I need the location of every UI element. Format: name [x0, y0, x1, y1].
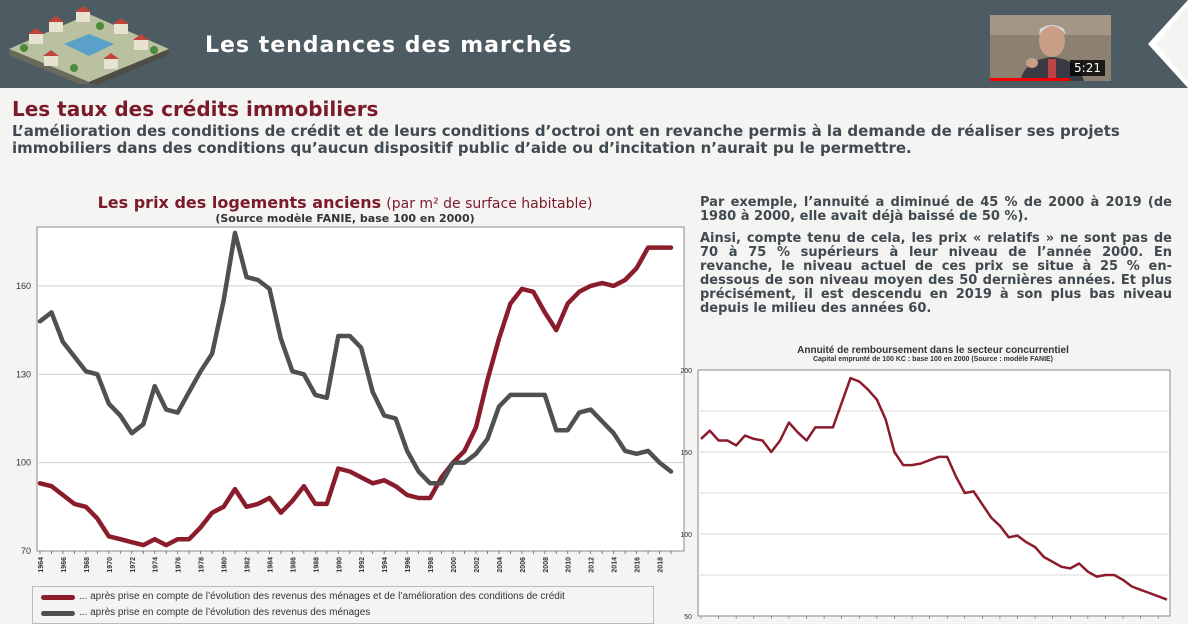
x-tick-label: 2016	[635, 557, 642, 573]
legend-label-red: ... après prise en compte de l’évolution…	[79, 591, 565, 602]
x-tick-label: 1968	[84, 557, 91, 573]
x-tick-label: 1996	[405, 557, 412, 573]
x-tick-label: 1970	[107, 557, 114, 573]
x-tick-label: 1976	[176, 557, 183, 573]
series-grey-line	[37, 230, 674, 486]
x-tick-label: 1966	[61, 557, 68, 573]
main-chart: 70 100 130 160 1964 1966 1968 1970 1972 1974 1976 1…	[16, 226, 685, 573]
y-tick-label: 130	[16, 369, 31, 379]
y-tick-label: 100	[16, 458, 31, 468]
legend-label-grey: ... après prise en compte de l’évolution…	[79, 607, 371, 618]
next-arrow-icon[interactable]	[1148, 0, 1188, 88]
header-title: Les tendances des marchés	[205, 33, 573, 58]
presenter-video-thumbnail[interactable]: 5:21	[990, 15, 1111, 81]
x-tick-label: 1974	[153, 557, 160, 573]
x-tick-label: 2014	[612, 557, 619, 573]
x-tick-label: 2004	[497, 557, 504, 573]
x-tick-label: 1994	[382, 557, 389, 573]
x-tick-label: 2018	[658, 557, 665, 573]
plot-area	[36, 226, 685, 552]
y-tick-label: 160	[16, 281, 31, 291]
annuity-y-tick-label: 100	[680, 532, 692, 539]
intro-paragraph: L’amélioration des conditions de crédit …	[12, 122, 1120, 157]
x-tick-label: 1988	[313, 557, 320, 573]
x-tick-label: 1986	[290, 557, 297, 573]
x-tick-label: 2006	[520, 557, 527, 573]
x-tick-label: 2002	[474, 557, 481, 573]
annuity-chart-title: Annuité de remboursement dans le secteur…	[696, 345, 1170, 363]
main-chart-title-text: Les prix des logements anciens	[97, 193, 382, 212]
x-tick-label: 2012	[589, 557, 596, 573]
section-title: Les taux des crédits immobiliers	[12, 97, 379, 121]
main-chart-legend: ... après prise en compte de l’évolution…	[32, 586, 654, 624]
y-tick-label: 70	[21, 546, 31, 556]
right-paragraph-2: Ainsi, compte tenu de cela, les prix « r…	[700, 231, 1172, 316]
x-tick-label: 2010	[566, 557, 573, 573]
main-chart-title-note: (par m² de surface habitable)	[386, 196, 593, 212]
x-tick-label: 1982	[245, 557, 252, 573]
video-progress-bar	[990, 78, 1070, 81]
x-tick-label: 1998	[428, 557, 435, 573]
presenter-image	[990, 15, 1111, 81]
annuity-y-tick-label: 50	[684, 614, 692, 621]
legend-item-red: ... après prise en compte de l’évolution…	[41, 590, 565, 604]
annuity-chart: 50 100 150 200	[680, 368, 1171, 621]
annuity-series-line	[700, 376, 1168, 601]
x-tick-label: 1964	[38, 557, 45, 573]
x-tick-label: 1972	[130, 557, 137, 573]
annuity-chart-title-text: Annuité de remboursement dans le secteur…	[797, 345, 1069, 356]
main-chart-subtitle: (Source modèle FANIE, base 100 en 2000)	[215, 212, 475, 225]
city-logo-icon	[9, 6, 169, 84]
x-tick-label: 1978	[199, 557, 206, 573]
x-tick-label: 2008	[543, 557, 550, 573]
right-text: Par exemple, l’annuité a diminué de 45 %…	[700, 196, 1172, 324]
x-tick-label: 1990	[336, 557, 343, 573]
legend-swatch-grey	[41, 610, 75, 616]
series-red-line	[37, 245, 674, 548]
x-tick-label: 1980	[222, 557, 229, 573]
x-tick-label: 2000	[451, 557, 458, 573]
right-paragraph-1: Par exemple, l’annuité a diminué de 45 %…	[700, 195, 1172, 224]
annuity-y-tick-label: 150	[680, 450, 692, 457]
annuity-chart-subtitle: Capital emprunté de 100 KC : base 100 en…	[812, 356, 1054, 363]
x-tick-label: 1992	[359, 557, 366, 573]
video-time: 5:21	[1070, 60, 1105, 76]
legend-item-grey: ... après prise en compte de l’évolution…	[41, 606, 370, 620]
annuity-y-tick-label: 200	[680, 368, 692, 375]
legend-swatch-red	[41, 594, 75, 600]
x-tick-label: 1984	[267, 557, 274, 573]
main-chart-title: Les prix des logements anciens (par m² d…	[0, 193, 690, 225]
